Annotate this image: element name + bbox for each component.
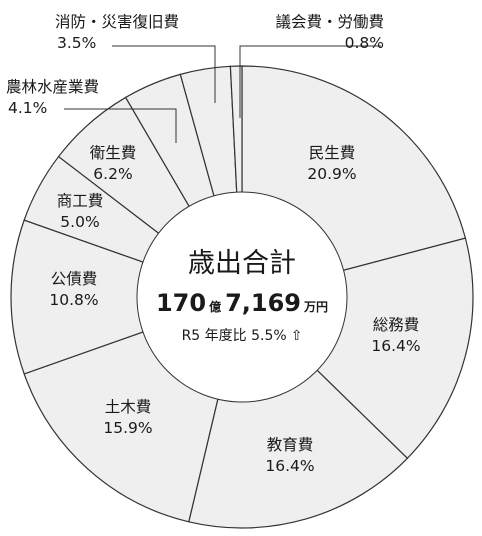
slice-value-2: 16.4% — [265, 457, 314, 475]
comparison-text: R5 年度比 5.5% — [182, 328, 287, 344]
slice-name-0: 民生費 — [309, 144, 356, 162]
slice-name-4: 公債費 — [51, 270, 98, 288]
slice-4 — [10, 219, 244, 375]
leader-lines — [64, 45, 381, 143]
total-oku-unit: 億 — [209, 299, 221, 314]
center-summary: 歳出合計 170 億 7,169 万円 R5 年度比 5.5% ⇧ — [156, 248, 328, 344]
donut-hole — [136, 191, 348, 403]
slice-value-6: 6.2% — [93, 165, 132, 183]
slice-name-5: 商工費 — [57, 192, 104, 210]
slice-name-8: 消防・災害復旧費 — [55, 13, 179, 31]
slice-name-3: 土木費 — [105, 398, 152, 416]
center-title: 歳出合計 — [188, 248, 296, 279]
center-total: 170 億 7,169 万円 — [156, 289, 328, 317]
slice-name-7: 農林水産業費 — [6, 78, 99, 96]
slice-name-6: 衛生費 — [90, 144, 137, 162]
slice-value-1: 16.4% — [371, 337, 420, 355]
slice-name-1: 総務費 — [373, 316, 420, 334]
slice-value-0: 20.9% — [307, 165, 356, 183]
leader-line-7 — [64, 108, 177, 143]
center-comparison: R5 年度比 5.5% ⇧ — [182, 328, 303, 344]
slice-value-4: 10.8% — [49, 291, 98, 309]
total-oku-value: 170 — [156, 289, 206, 317]
slice-value-8: 3.5% — [57, 34, 96, 52]
slice-labels: 民生費 20.9% 総務費 16.4% 教育費 16.4% 土木費 15.9% 公債費 10.8%… — [6, 13, 421, 475]
slice-value-7: 4.1% — [8, 99, 47, 117]
slice-name-2: 教育費 — [267, 436, 314, 454]
up-arrow-icon: ⇧ — [291, 328, 303, 344]
leader-line-9 — [239, 45, 381, 118]
slice-value-9: 0.8% — [345, 34, 384, 52]
slice-name-9: 議会費・労働費 — [275, 13, 384, 31]
leader-line-8 — [112, 45, 216, 103]
total-man-unit: 万円 — [303, 300, 328, 314]
slice-value-3: 15.9% — [103, 419, 152, 437]
slice-value-5: 5.0% — [60, 213, 99, 231]
total-man-value: 7,169 — [225, 289, 301, 317]
